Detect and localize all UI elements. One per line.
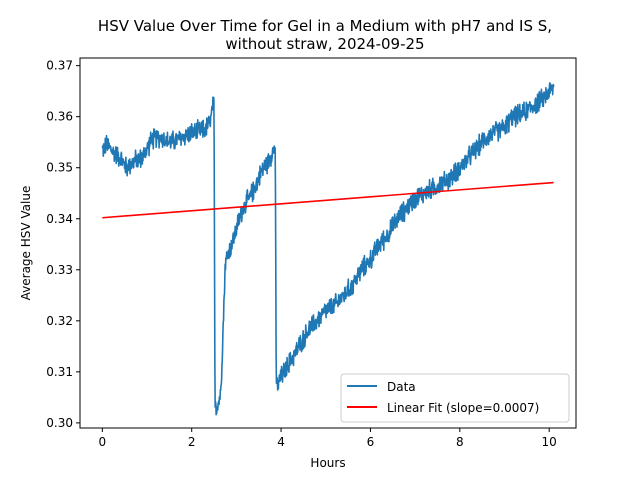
legend: Data Linear Fit (slope=0.0007) [340, 373, 570, 423]
legend-box [340, 373, 570, 423]
y-tick-label: 0.30 [46, 416, 73, 430]
y-axis-label: Average HSV Value [19, 186, 33, 301]
y-tick-label: 0.37 [46, 59, 73, 73]
series-line-data [101, 82, 555, 416]
y-tick-label: 0.33 [46, 263, 73, 277]
legend-label-linear-fit: Linear Fit (slope=0.0007) [387, 401, 539, 415]
x-tick-label: 8 [456, 435, 464, 449]
y-axis-ticks: 0.30 0.31 0.32 0.33 0.34 0.35 0.36 0.37 [46, 59, 80, 430]
legend-label-data: Data [387, 380, 416, 394]
x-axis-label: Hours [310, 456, 345, 470]
y-tick-label: 0.32 [46, 314, 73, 328]
plot-area-frame [79, 57, 577, 429]
y-tick-label: 0.35 [46, 161, 73, 175]
series-line-linear-fit [102, 181, 554, 219]
x-tick-label: 2 [188, 435, 196, 449]
y-tick-label: 0.36 [46, 110, 73, 124]
x-tick-label: 4 [277, 435, 285, 449]
y-tick-label: 0.31 [46, 365, 73, 379]
plot-lines [101, 82, 555, 416]
chart-title-line1: HSV Value Over Time for Gel in a Medium … [98, 17, 552, 35]
x-tick-label: 10 [542, 435, 557, 449]
x-tick-label: 6 [367, 435, 375, 449]
chart-title-line2: without straw, 2024-09-25 [225, 35, 424, 53]
x-axis-ticks: 0 2 4 6 8 10 [99, 428, 557, 449]
y-tick-label: 0.34 [46, 212, 73, 226]
x-tick-label: 0 [99, 435, 107, 449]
